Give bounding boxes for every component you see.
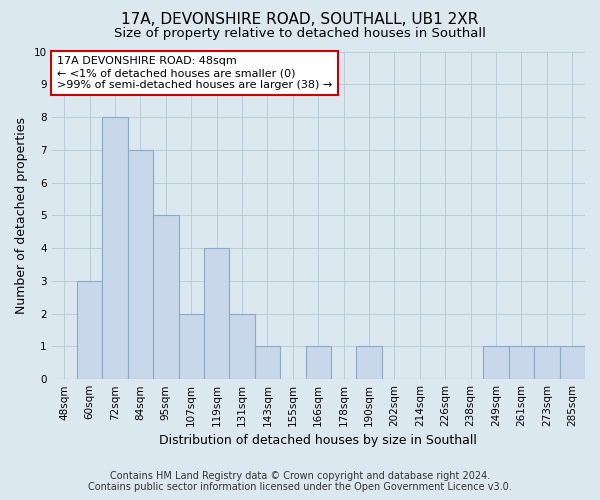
Bar bbox=[305, 346, 331, 379]
Text: 17A, DEVONSHIRE ROAD, SOUTHALL, UB1 2XR: 17A, DEVONSHIRE ROAD, SOUTHALL, UB1 2XR bbox=[121, 12, 479, 28]
X-axis label: Distribution of detached houses by size in Southall: Distribution of detached houses by size … bbox=[160, 434, 477, 448]
Y-axis label: Number of detached properties: Number of detached properties bbox=[15, 117, 28, 314]
Bar bbox=[103, 117, 128, 379]
Bar bbox=[484, 346, 509, 379]
Bar bbox=[509, 346, 534, 379]
Bar bbox=[255, 346, 280, 379]
Text: Size of property relative to detached houses in Southall: Size of property relative to detached ho… bbox=[114, 28, 486, 40]
Text: Contains HM Land Registry data © Crown copyright and database right 2024.
Contai: Contains HM Land Registry data © Crown c… bbox=[88, 471, 512, 492]
Bar bbox=[128, 150, 153, 379]
Bar bbox=[560, 346, 585, 379]
Bar bbox=[534, 346, 560, 379]
Bar bbox=[77, 281, 103, 379]
Bar bbox=[229, 314, 255, 379]
Bar bbox=[356, 346, 382, 379]
Bar bbox=[204, 248, 229, 379]
Text: 17A DEVONSHIRE ROAD: 48sqm
← <1% of detached houses are smaller (0)
>99% of semi: 17A DEVONSHIRE ROAD: 48sqm ← <1% of deta… bbox=[57, 56, 332, 90]
Bar bbox=[179, 314, 204, 379]
Bar bbox=[153, 216, 179, 379]
